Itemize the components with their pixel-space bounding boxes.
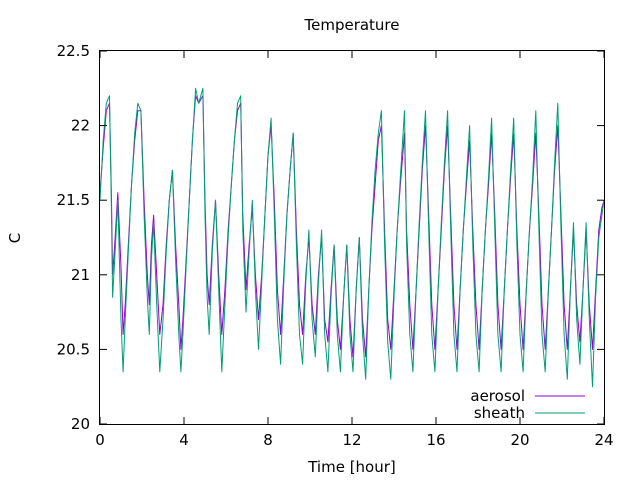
series-line-sheath — [99, 87, 605, 388]
legend-label-sheath: sheath — [474, 404, 525, 422]
y-tick-label: 22.5 — [57, 42, 90, 60]
y-axis-label: C — [6, 233, 24, 243]
x-tick-label: 4 — [179, 431, 189, 449]
x-tick-label: 16 — [426, 431, 445, 449]
legend-label-aerosol: aerosol — [470, 387, 525, 405]
y-tick-label: 20.5 — [57, 340, 90, 358]
x-tick-label: 20 — [510, 431, 529, 449]
x-tick-label: 0 — [95, 431, 105, 449]
y-tick-label: 21 — [71, 266, 90, 284]
y-tick-label: 21.5 — [57, 191, 90, 209]
chart-title: Temperature — [303, 16, 399, 34]
plot-frame — [99, 50, 605, 425]
x-tick-label: 12 — [342, 431, 361, 449]
series-layer — [99, 87, 605, 388]
x-axis-label: Time [hour] — [307, 458, 396, 476]
y-tick-label: 20 — [71, 415, 90, 433]
tick-layer: 0 4 8 12 16 20 24 20 20.5 21 21.5 22 22.5 — [57, 42, 614, 449]
x-tick-label: 24 — [594, 431, 613, 449]
x-tick-label: 8 — [263, 431, 273, 449]
y-tick-label: 22 — [71, 117, 90, 135]
